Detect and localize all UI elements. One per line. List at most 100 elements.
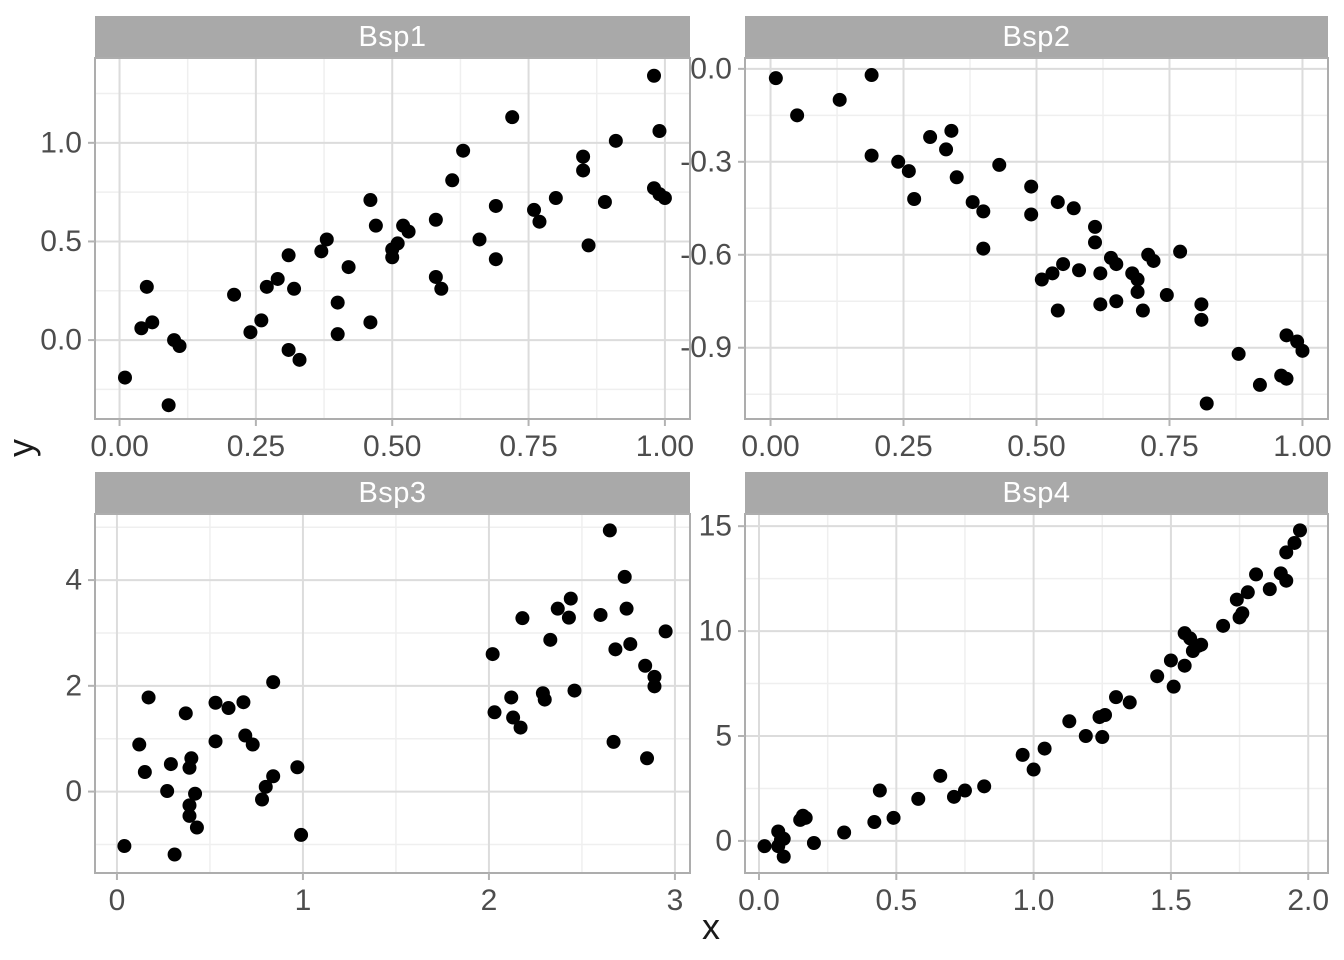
data-point: [1163, 653, 1178, 668]
data-point: [933, 768, 948, 783]
data-point: [911, 791, 926, 806]
data-point: [976, 204, 991, 219]
x-tick-label: 0.75: [499, 430, 557, 463]
data-point: [1229, 592, 1244, 607]
data-point: [515, 611, 530, 626]
x-tick-label: 0.25: [227, 430, 285, 463]
scatter-panel-bsp2: 0.00 0.25 0.50 0.75 1.00 -0.9 -0.6 -0.3 0.0: [680, 52, 1331, 462]
data-point: [488, 198, 503, 213]
data-point: [567, 683, 582, 698]
x-tick-label: 0.75: [1140, 430, 1198, 463]
data-point: [513, 720, 528, 735]
data-point: [867, 815, 882, 830]
data-point: [487, 705, 502, 720]
y-tick-label: 2: [65, 669, 82, 702]
data-point: [1045, 266, 1060, 281]
data-point: [189, 820, 204, 835]
data-point: [287, 281, 302, 296]
data-point: [172, 339, 187, 354]
facet-strip-label: Bsp3: [358, 477, 427, 509]
data-point: [527, 202, 542, 217]
facet-bsp1: Bsp1 0.00 0.25 0.50 0.75 1.00 0.0 0.5 1.0: [40, 16, 694, 463]
data-point: [1279, 545, 1294, 560]
data-point: [281, 342, 296, 357]
data-point: [608, 133, 623, 148]
scatter-panel-bsp4: 0.0 0.5 1.0 1.5 2.0 0 5 10 15: [699, 510, 1329, 917]
data-point: [652, 123, 667, 138]
data-point: [619, 601, 634, 616]
data-point: [1024, 207, 1039, 222]
data-point: [1274, 368, 1289, 383]
data-point: [1166, 679, 1181, 694]
data-point: [1109, 294, 1124, 309]
y-tick-label: 10: [699, 615, 732, 648]
data-point: [385, 250, 400, 265]
facet-strip-bsp1: Bsp1: [95, 16, 690, 58]
data-point: [537, 692, 552, 707]
data-point: [576, 149, 591, 164]
data-point: [428, 212, 443, 227]
data-point: [949, 170, 964, 185]
data-point: [543, 632, 558, 647]
data-point: [504, 690, 519, 705]
data-point: [161, 398, 176, 413]
data-point: [657, 191, 672, 206]
data-point: [561, 610, 576, 625]
data-point: [1098, 708, 1113, 723]
y-tick-label: 0: [65, 775, 82, 808]
y-tick-label: 4: [65, 564, 82, 597]
x-tick-label: 3: [667, 884, 684, 917]
data-point: [368, 218, 383, 233]
data-point: [1262, 582, 1277, 597]
data-point: [390, 236, 405, 251]
data-point: [1050, 303, 1065, 318]
data-point: [1062, 714, 1077, 729]
data-point: [1216, 618, 1231, 633]
data-point: [485, 647, 500, 662]
data-point: [1240, 585, 1255, 600]
data-point: [640, 751, 655, 766]
data-point: [939, 142, 954, 157]
data-point: [488, 252, 503, 267]
scatter-panel-bsp1: 0.00 0.25 0.50 0.75 1.00 0.0 0.5 1.0: [40, 57, 694, 463]
facet-strip-label: Bsp2: [1002, 21, 1071, 53]
data-point: [182, 808, 197, 823]
data-point: [1072, 263, 1087, 278]
facet-bsp4: Bsp4 0.0 0.5 1.0 1.5 2.0 0 5 10 15: [699, 472, 1329, 917]
data-point: [768, 71, 783, 86]
data-point: [647, 68, 662, 83]
data-point: [597, 195, 612, 210]
panel-border: [94, 513, 691, 874]
data-point: [1034, 272, 1049, 287]
data-point: [401, 224, 416, 239]
data-point: [145, 315, 160, 330]
data-point: [141, 690, 156, 705]
data-point: [1088, 235, 1103, 250]
y-tick-label: 0.5: [40, 225, 82, 258]
data-point: [658, 624, 673, 639]
data-point: [1015, 747, 1030, 762]
data-point: [184, 751, 199, 766]
data-point: [1150, 669, 1165, 684]
data-point: [445, 173, 460, 188]
x-tick-label: 0.0: [738, 884, 780, 917]
data-point: [245, 737, 260, 752]
data-point: [907, 191, 922, 206]
data-point: [1231, 346, 1246, 361]
data-point: [363, 193, 378, 208]
data-point: [319, 232, 334, 247]
data-point: [837, 825, 852, 840]
data-point: [255, 792, 270, 807]
facet-strip-bsp2: Bsp2: [745, 16, 1328, 58]
y-tick-label: 1.0: [40, 126, 82, 159]
data-point: [236, 695, 251, 710]
data-point: [806, 835, 821, 850]
data-point: [1235, 606, 1250, 621]
data-point: [1037, 741, 1052, 756]
data-point: [314, 244, 329, 259]
data-point: [1093, 266, 1108, 281]
data-point: [132, 737, 147, 752]
data-point: [864, 68, 879, 83]
data-point: [182, 798, 197, 813]
data-point: [137, 765, 152, 780]
